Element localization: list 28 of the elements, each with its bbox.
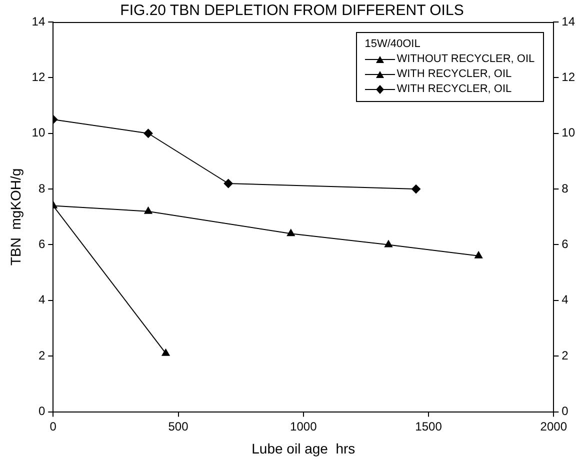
y2-tick-label: 10 <box>562 126 576 140</box>
chart-title: FIG.20 TBN DEPLETION FROM DIFFERENT OILS <box>120 2 464 19</box>
y-tick-label: 2 <box>38 348 46 362</box>
y2-tick-label: 2 <box>562 348 569 362</box>
legend-label: WITH RECYCLER, OIL <box>396 82 512 97</box>
legend-title: 15W/40OIL <box>364 37 422 52</box>
y-tick-label: 10 <box>32 126 46 140</box>
legend-label: WITH RECYCLER, OIL <box>396 67 512 82</box>
y-tick-label: 12 <box>32 70 46 84</box>
y-tick-label: 8 <box>38 181 46 196</box>
legend-label: WITHOUT RECYCLER, OIL <box>396 52 535 67</box>
x-axis-title: Lube oil age hrs <box>252 440 356 456</box>
y-tick-label: 4 <box>38 292 46 307</box>
x-tick-label: 1000 <box>290 419 318 434</box>
y2-tick-label: 8 <box>562 181 569 196</box>
x-tick-label: 0 <box>50 419 57 434</box>
y2-tick-label: 6 <box>562 237 569 252</box>
x-tick-label: 500 <box>168 419 189 434</box>
y-tick-label: 6 <box>38 237 46 252</box>
y-tick-label: 14 <box>32 14 46 28</box>
y2-tick-label: 4 <box>562 292 569 307</box>
x-tick-label: 2000 <box>540 419 568 434</box>
y-tick-label: 0 <box>38 404 46 418</box>
y2-tick-label: 14 <box>562 14 576 28</box>
y2-tick-label: 0 <box>562 404 569 418</box>
y-axis-title: TBN mgKOH/g <box>7 168 24 266</box>
x-tick-label: 1500 <box>415 419 442 434</box>
y2-tick-label: 12 <box>562 70 576 84</box>
